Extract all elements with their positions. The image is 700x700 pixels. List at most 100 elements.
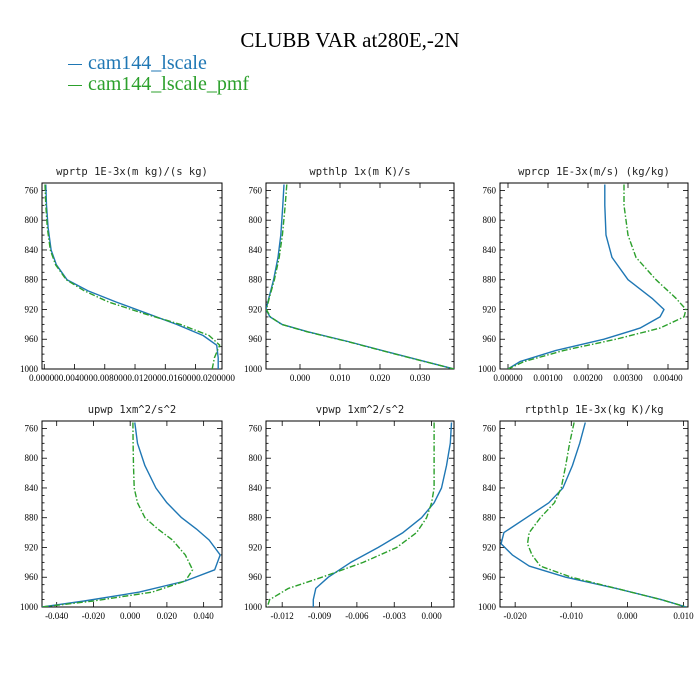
y-tick-label: 1000 (478, 602, 497, 612)
x-tick-labels-overlapping: 0.000000.0040000.0080000.0120000.0160000… (29, 373, 236, 383)
series-line-lscale-pmf (266, 422, 435, 607)
y-tick-label: 840 (249, 483, 263, 493)
series-line-lscale (507, 184, 665, 369)
x-tick-label: 0.000 (120, 611, 141, 621)
y-tick-label: 800 (249, 453, 263, 463)
x-tick-label: 0.030 (410, 373, 431, 383)
legend-label-2: cam144_lscale_pmf (88, 73, 250, 95)
y-tick-label: 800 (483, 215, 497, 225)
panel-title: upwp 1xm^2/s^2 (88, 404, 177, 416)
y-tick-label: 920 (25, 542, 39, 552)
x-tick-label: 0.010 (673, 611, 694, 621)
panel-title: wprtp 1E-3x(m kg)/(s kg) (56, 166, 208, 178)
y-tick-label: 920 (249, 304, 263, 314)
y-tick-label: 1000 (20, 602, 39, 612)
series-line-lscale-pmf (42, 422, 194, 607)
x-tick-label: 0.000 (617, 611, 638, 621)
x-tick-label: 0.00300 (613, 373, 643, 383)
y-tick-label: 880 (25, 275, 39, 285)
plot-frame (499, 420, 689, 608)
y-tick-label: 760 (25, 423, 39, 433)
series-line-lscale (312, 422, 453, 607)
plot-frame (41, 182, 223, 370)
x-tick-label: 0.00200 (573, 373, 603, 383)
x-tick-label: -0.010 (560, 611, 584, 621)
y-tick-label: 880 (249, 513, 263, 523)
series-line-lscale-pmf (44, 184, 221, 369)
panel-title: vpwp 1xm^2/s^2 (316, 404, 405, 416)
y-tick-label: 1000 (244, 602, 263, 612)
y-tick-label: 920 (249, 542, 263, 552)
y-tick-label: 1000 (478, 364, 497, 374)
y-tick-label: 840 (483, 245, 497, 255)
y-tick-label: 800 (25, 215, 39, 225)
y-tick-label: 960 (249, 572, 263, 582)
legend-entry-2: cam144_lscale_pmf (68, 74, 249, 95)
y-tick-label: 760 (483, 423, 497, 433)
series-line-lscale-pmf (507, 184, 687, 369)
y-tick-label: 920 (25, 304, 39, 314)
y-tick-label: 760 (25, 185, 39, 195)
x-tick-label: 0.00400 (653, 373, 683, 383)
panel-3: wprcp 1E-3x(m/s) (kg/kg) 760 800 840 880 920 9… (478, 166, 689, 383)
x-tick-label: 0.00100 (533, 373, 563, 383)
series-line-lscale (500, 422, 687, 607)
y-tick-label: 920 (483, 542, 497, 552)
x-tick-label: -0.012 (271, 611, 294, 621)
y-tick-label: 800 (249, 215, 263, 225)
y-tick-label: 880 (483, 513, 497, 523)
series-line-lscale-pmf (526, 422, 687, 607)
series-line-lscale-pmf (266, 184, 454, 369)
y-tick-label: 920 (483, 304, 497, 314)
panel-title: wprcp 1E-3x(m/s) (kg/kg) (518, 166, 670, 178)
y-tick-label: 800 (483, 453, 497, 463)
x-tick-label: 0.020 (157, 611, 178, 621)
series-line-lscale (266, 184, 454, 369)
legend-entry-1: cam144_lscale (68, 53, 249, 74)
panel-1: wprtp 1E-3x(m kg)/(s kg) 760 800 840 880 920 9… (20, 166, 236, 383)
x-tick-label: -0.020 (504, 611, 528, 621)
panel-title: rtpthlp 1E-3x(kg K)/kg (524, 404, 663, 416)
x-tick-label: 0.00000 (493, 373, 523, 383)
x-tick-label: -0.006 (345, 611, 369, 621)
y-tick-label: 760 (483, 185, 497, 195)
y-tick-label: 960 (483, 334, 497, 344)
y-tick-label: 1000 (244, 364, 263, 374)
y-tick-label: 960 (249, 334, 263, 344)
x-tick-label: 0.040 (194, 611, 215, 621)
y-tick-label: 760 (249, 185, 263, 195)
x-tick-label: 0.000 (290, 373, 311, 383)
y-tick-label: 800 (25, 453, 39, 463)
x-tick-label: 0.010 (330, 373, 351, 383)
x-tick-label: 0.020 (370, 373, 391, 383)
plot-frame (265, 420, 455, 608)
legend-label-1: cam144_lscale (88, 52, 207, 74)
panel-title: wpthlp 1x(m K)/s (309, 166, 410, 178)
x-tick-label: -0.040 (45, 611, 69, 621)
panel-4: upwp 1xm^2/s^2 760 800 840 880 920 960 1000 -0.0… (20, 404, 223, 621)
series-line-lscale (45, 184, 219, 369)
legend-swatch-1 (68, 63, 82, 65)
series-line-lscale (42, 422, 221, 607)
legend-swatch-2 (68, 84, 82, 86)
y-tick-label: 760 (249, 423, 263, 433)
y-tick-label: 840 (25, 483, 39, 493)
x-tick-label: -0.020 (82, 611, 106, 621)
panel-2: wpthlp 1x(m K)/s 760 800 840 880 920 960 1000 0.… (244, 166, 455, 383)
y-tick-label: 880 (249, 275, 263, 285)
x-tick-label: 0.000 (421, 611, 442, 621)
y-tick-label: 840 (249, 245, 263, 255)
x-tick-label: -0.003 (383, 611, 407, 621)
x-tick-label: -0.009 (308, 611, 332, 621)
y-tick-label: 880 (25, 513, 39, 523)
panel-6: rtpthlp 1E-3x(kg K)/kg 760 800 840 880 920 960… (478, 404, 694, 621)
y-tick-label: 1000 (20, 364, 39, 374)
plot-frame (41, 420, 223, 608)
y-tick-label: 960 (483, 572, 497, 582)
y-tick-label: 960 (25, 334, 39, 344)
panel-5: vpwp 1xm^2/s^2 760 800 840 880 920 960 1000 -0.0… (244, 404, 455, 621)
y-tick-label: 880 (483, 275, 497, 285)
plot-frame (265, 182, 455, 370)
y-tick-label: 840 (25, 245, 39, 255)
